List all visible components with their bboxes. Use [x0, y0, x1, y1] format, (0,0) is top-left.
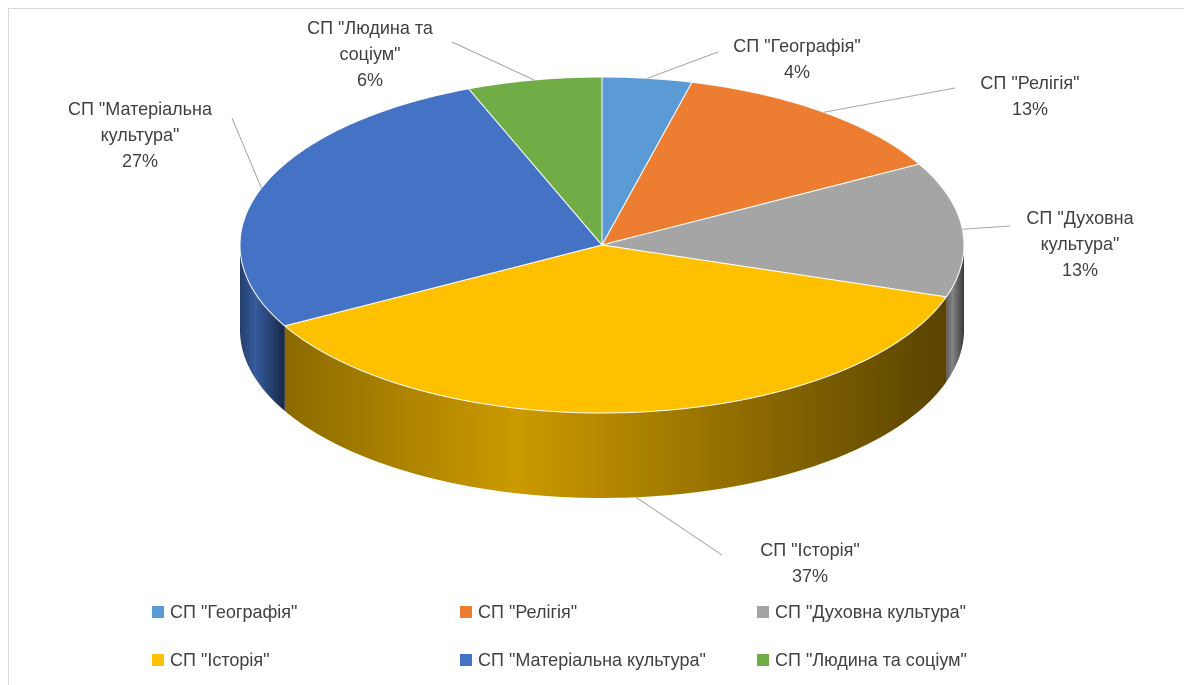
data-label-name: СП "Духовна культура"	[1026, 208, 1134, 254]
legend-label: СП "Людина та соціум"	[775, 650, 967, 670]
leader-line	[823, 87, 956, 113]
legend-swatch	[757, 606, 769, 618]
chart-border	[8, 8, 1184, 685]
data-label-value: 4%	[783, 62, 810, 82]
slice	[283, 244, 948, 414]
data-label: СП "Матеріальна культура" 27%	[53, 96, 228, 174]
legend-swatch	[460, 654, 472, 666]
legend-swatch	[757, 654, 769, 666]
data-label-value: 27%	[121, 151, 159, 171]
data-label-value: 37%	[791, 566, 829, 586]
slice-side	[284, 296, 947, 498]
data-label: СП "Географія" 4%	[687, 33, 907, 85]
legend-item: СП "Духовна культура"	[757, 601, 966, 623]
legend-item: СП "Історія"	[152, 649, 270, 671]
legend-label: СП "Духовна культура"	[775, 602, 967, 622]
data-label-value: 13%	[1061, 260, 1099, 280]
legend-label: СП "Історія"	[170, 650, 270, 670]
data-label: СП "Людина та соціум" 6%	[295, 15, 445, 93]
legend-item: СП "Людина та соціум"	[757, 649, 967, 671]
leader-line	[451, 41, 535, 81]
data-label-value: 13%	[1011, 99, 1049, 119]
data-label-name: СП "Географія"	[733, 36, 861, 56]
legend-swatch	[152, 654, 164, 666]
legend-swatch	[152, 606, 164, 618]
data-label-name: СП "Релігія"	[980, 73, 1080, 93]
legend-label: СП "Географія"	[170, 602, 298, 622]
data-label: СП "Історія" 37%	[710, 537, 910, 589]
legend-swatch	[460, 606, 472, 618]
data-label-name: СП "Людина та соціум"	[307, 18, 433, 64]
leader-line	[635, 496, 723, 556]
leader-line	[647, 51, 719, 79]
data-label-name: СП "Історія"	[760, 540, 860, 560]
legend-item: СП "Географія"	[152, 601, 297, 623]
data-label-name: СП "Матеріальна культура"	[67, 99, 213, 145]
data-label: СП "Духовна культура" 13%	[1010, 205, 1150, 283]
leader-line	[231, 117, 262, 189]
legend-item: СП "Матеріальна культура"	[460, 649, 706, 671]
legend-label: СП "Матеріальна культура"	[478, 650, 706, 670]
leader-line	[962, 225, 1011, 230]
data-label: СП "Релігія" 13%	[930, 70, 1130, 122]
legend-label: СП "Релігія"	[478, 602, 578, 622]
slice-side	[946, 245, 964, 382]
data-label-value: 6%	[356, 70, 383, 90]
legend-item: СП "Релігія"	[460, 601, 577, 623]
